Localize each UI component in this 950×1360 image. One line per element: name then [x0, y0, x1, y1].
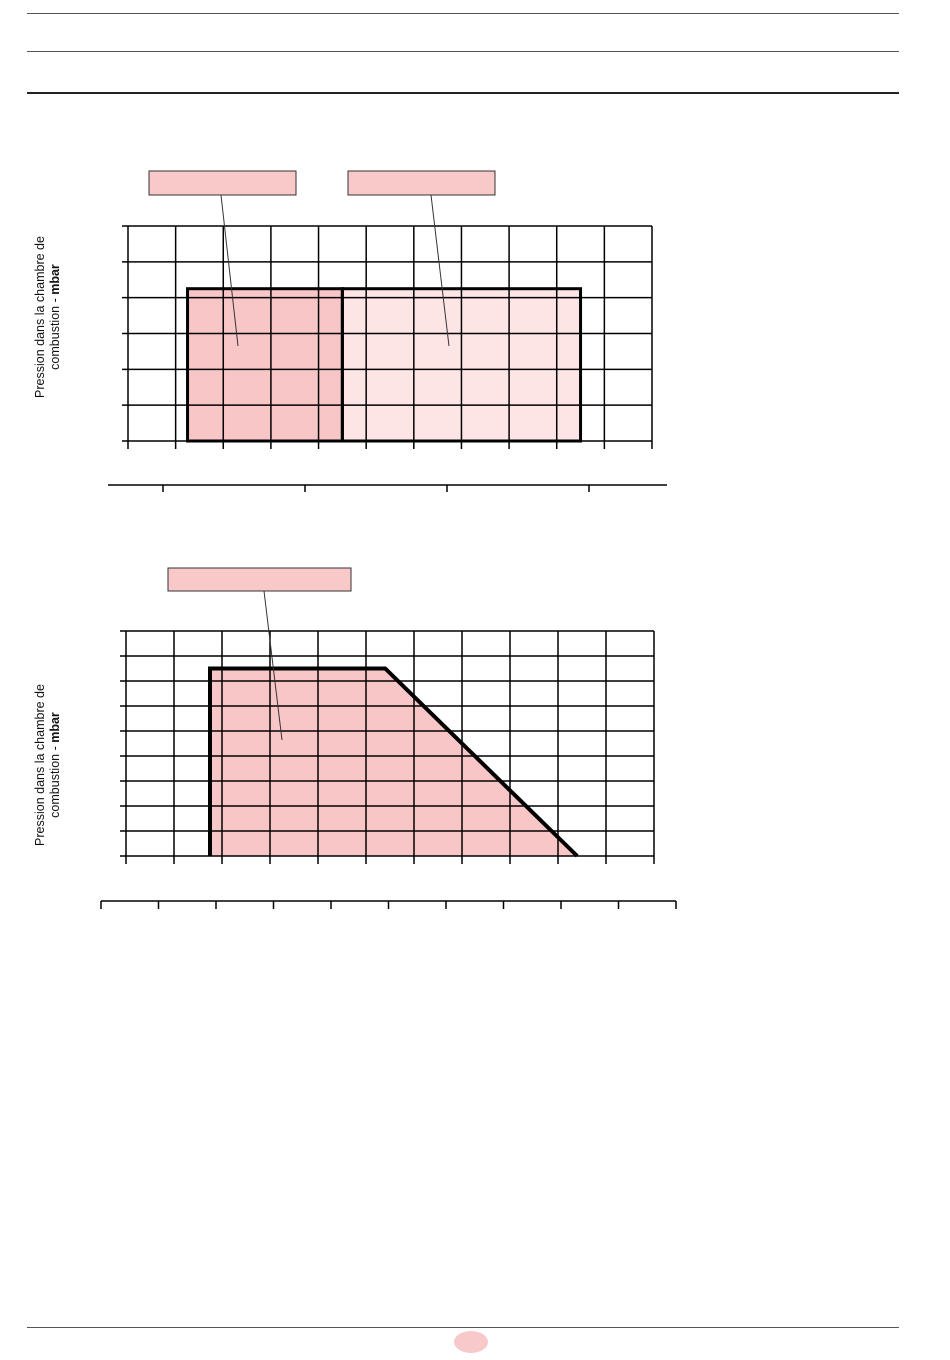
chart1-zone-outline-2 — [340, 287, 583, 443]
page-number-badge — [454, 1331, 488, 1353]
chart1-callout-leader-2 — [430, 194, 450, 347]
chart1-callout-box-1 — [148, 170, 297, 196]
chart2-zone-fill — [210, 668, 578, 856]
header-rule-middle — [27, 51, 899, 52]
header-rule-top — [27, 13, 899, 14]
chart-1 — [108, 170, 667, 492]
footer-rule — [27, 1327, 899, 1328]
header-rule-bottom — [27, 92, 899, 94]
chart1-callout-box-2 — [347, 170, 496, 196]
chart2-callout-leader-1 — [263, 590, 283, 741]
chart-2 — [100, 567, 677, 909]
chart1-callout-leader-1 — [220, 194, 239, 347]
chart1-zone-1 — [187, 288, 343, 441]
chart2-zone-outline — [208, 666, 579, 858]
chart2-callout-box-1 — [167, 567, 352, 592]
